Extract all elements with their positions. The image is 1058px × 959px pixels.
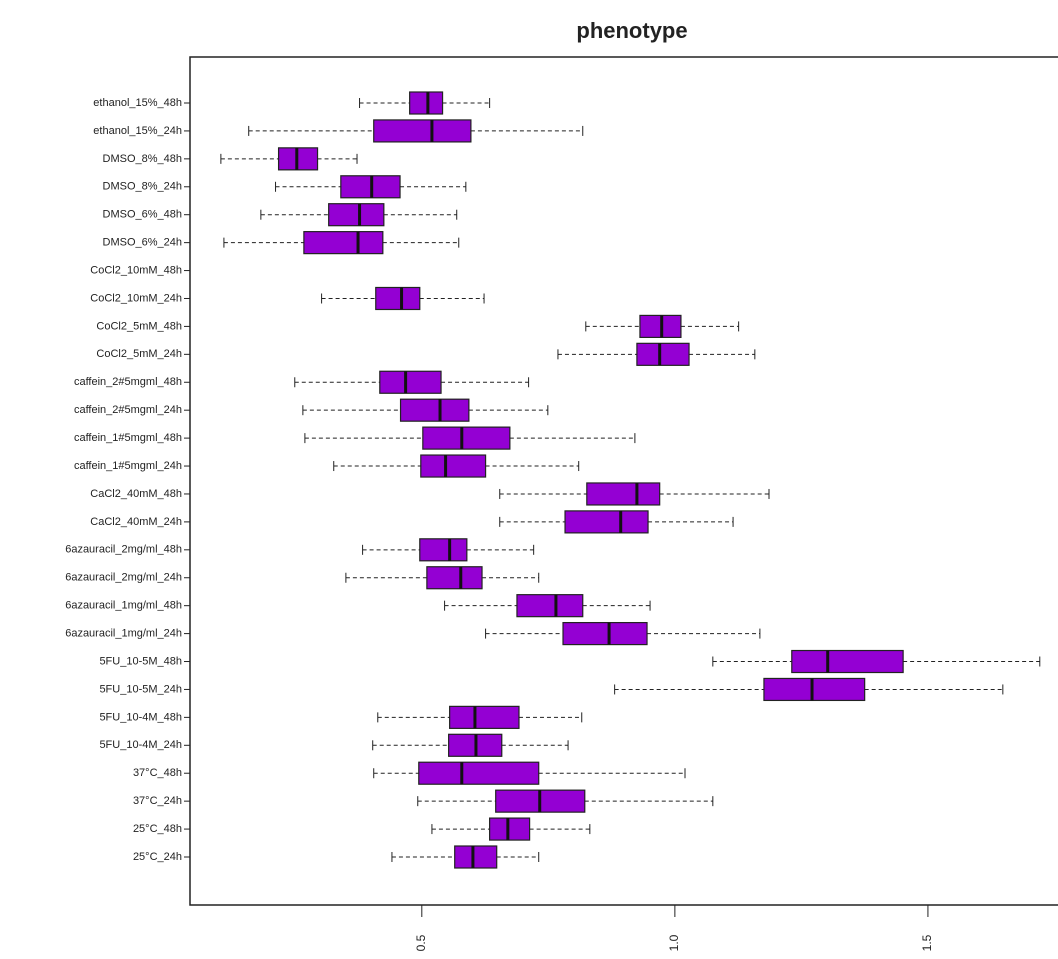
y-tick-label: ethanol_15%_24h: [93, 125, 182, 137]
y-tick-label: CoCl2_10mM_48h: [90, 264, 182, 276]
y-tick-label: CaCl2_40mM_48h: [90, 488, 182, 500]
box: [418, 761, 540, 785]
box: [562, 621, 648, 646]
box: [419, 538, 468, 562]
box: [489, 817, 531, 841]
box: [516, 594, 584, 618]
y-tick-label: CoCl2_5mM_24h: [96, 348, 182, 360]
y-tick-label: 5FU_10-5M_48h: [99, 655, 182, 667]
y-tick-label: 5FU_10-4M_48h: [99, 711, 182, 723]
box: [564, 510, 649, 534]
box: [409, 91, 444, 115]
y-tick-label: DMSO_8%_48h: [103, 153, 183, 165]
x-tick-label: 1.0: [667, 934, 681, 951]
y-tick-label: caffein_2#5mgml_24h: [74, 404, 182, 416]
y-tick-label: 6azauracil_1mg/ml_48h: [65, 600, 182, 612]
y-tick-label: 25°C_48h: [133, 823, 182, 835]
y-tick-label: caffein_2#5mgml_48h: [74, 376, 182, 388]
box: [420, 454, 487, 478]
y-tick-label: 37°C_24h: [133, 795, 182, 807]
box: [791, 649, 904, 674]
x-tick-label: 0.5: [414, 934, 428, 951]
box: [449, 705, 520, 729]
y-tick-label: caffein_1#5mgml_24h: [74, 460, 182, 472]
y-tick-label: caffein_1#5mgml_48h: [74, 432, 182, 444]
box: [379, 370, 442, 394]
y-tick-label: CaCl2_40mM_24h: [90, 516, 182, 528]
y-tick-label: 6azauracil_1mg/ml_24h: [65, 627, 182, 639]
box: [303, 231, 384, 255]
box: [422, 426, 511, 450]
box: [763, 677, 866, 702]
y-tick-label: 5FU_10-5M_24h: [99, 683, 182, 695]
y-tick-label: 25°C_24h: [133, 851, 182, 863]
box: [373, 119, 472, 143]
y-tick-label: DMSO_6%_48h: [103, 209, 183, 221]
chart-title: phenotype: [576, 18, 687, 43]
box: [328, 203, 385, 227]
box: [636, 342, 690, 366]
y-tick-label: 37°C_48h: [133, 767, 182, 779]
box: [586, 482, 661, 506]
y-tick-label: 6azauracil_2mg/ml_24h: [65, 572, 182, 584]
y-tick-label: ethanol_15%_48h: [93, 97, 182, 109]
y-tick-label: 6azauracil_2mg/ml_48h: [65, 544, 182, 556]
y-tick-label: CoCl2_5mM_48h: [96, 320, 182, 332]
box: [426, 566, 483, 590]
y-tick-label: DMSO_6%_24h: [103, 237, 183, 249]
plot-frame: [189, 56, 1058, 906]
y-tick-label: CoCl2_10mM_24h: [90, 292, 182, 304]
y-tick-label: 5FU_10-4M_24h: [99, 739, 182, 751]
box: [399, 398, 470, 422]
y-tick-label: DMSO_8%_24h: [103, 181, 183, 193]
box: [454, 845, 498, 869]
box: [375, 286, 421, 311]
x-tick-label: 1.5: [920, 934, 934, 951]
